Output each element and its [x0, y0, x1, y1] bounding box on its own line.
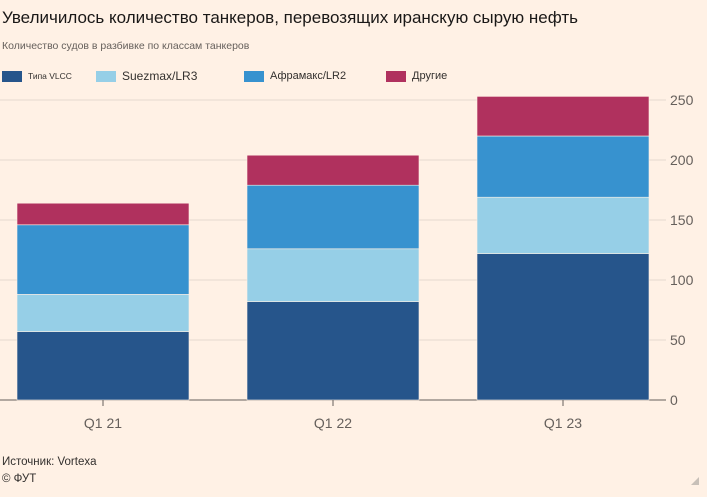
- legend-swatch-vlcc: [2, 70, 22, 82]
- bar-segment: [476, 96, 650, 137]
- x-tick-label: Q1 23: [544, 415, 582, 431]
- bar-segment: [246, 154, 420, 186]
- y-tick-label: 150: [670, 212, 694, 228]
- x-tick-label: Q1 21: [84, 415, 122, 431]
- copyright-note: © ФУТ: [2, 473, 37, 485]
- bar-segment: [16, 202, 190, 226]
- bar-segment: [16, 294, 190, 332]
- legend-label-aframax: Афрамакс/LR2: [270, 70, 347, 82]
- bar-segment: [16, 224, 190, 295]
- legend-swatch-aframax: [244, 70, 264, 82]
- bar-segment: [476, 135, 650, 198]
- y-tick-label: 200: [670, 152, 694, 168]
- bar-segment: [476, 196, 650, 254]
- legend-item-suezmax: Suezmax/LR3: [96, 68, 197, 84]
- y-tick-label: 0: [670, 392, 678, 408]
- legend-swatch-other: [386, 70, 406, 82]
- y-tick-label: 50: [670, 332, 686, 348]
- bar-segment: [246, 301, 420, 401]
- y-tick-label: 100: [670, 272, 694, 288]
- bar-segment: [476, 253, 650, 401]
- chart-title: Увеличилось количество танкеров, перевоз…: [2, 8, 578, 27]
- legend-item-vlcc: Типа VLCC: [2, 68, 72, 84]
- legend-item-aframax: Афрамакс/LR2: [244, 68, 346, 84]
- x-tick-label: Q1 22: [314, 415, 352, 431]
- legend-label-other: Другие: [412, 70, 448, 82]
- bar-segment: [16, 331, 190, 401]
- y-tick-label: 250: [670, 92, 694, 108]
- resize-handle-icon[interactable]: [691, 477, 699, 485]
- legend-label-vlcc: Типа VLCC: [28, 71, 72, 81]
- chart-subtitle: Количество судов в разбивке по классам т…: [2, 40, 250, 52]
- legend-swatch-suezmax: [96, 70, 116, 82]
- legend-item-other: Другие: [386, 68, 447, 84]
- source-note: Источник: Vortexa: [2, 456, 97, 468]
- bar-segment: [246, 248, 420, 302]
- legend-label-suezmax: Suezmax/LR3: [122, 69, 198, 83]
- bar-segment: [246, 184, 420, 250]
- chart-legend: Типа VLCC Suezmax/LR3 Афрамакс/LR2 Други…: [0, 68, 707, 84]
